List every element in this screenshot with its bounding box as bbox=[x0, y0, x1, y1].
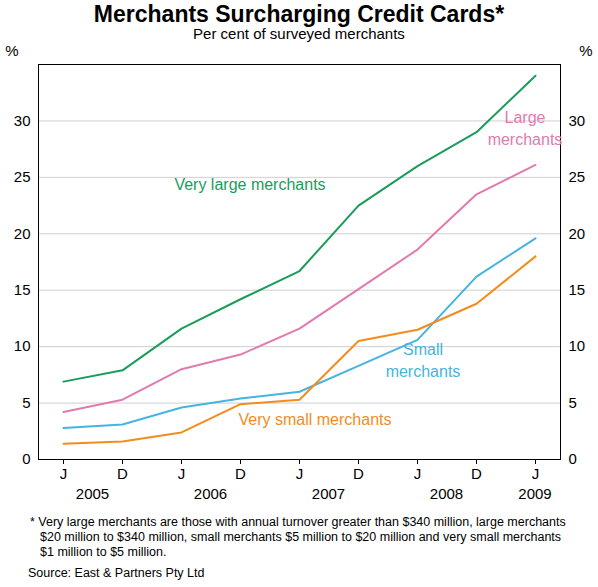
html-text:Per cent of surveyed merchants: Per cent of surveyed merchants bbox=[193, 25, 405, 42]
svg-text:Large: Large bbox=[505, 109, 546, 126]
svg-text:D: D bbox=[117, 465, 128, 482]
svg-text:%: % bbox=[5, 42, 18, 59]
svg-text:20: 20 bbox=[14, 225, 31, 242]
svg-text:10: 10 bbox=[14, 337, 31, 354]
svg-text:25: 25 bbox=[14, 168, 31, 185]
svg-text:D: D bbox=[235, 465, 246, 482]
svg-text:J: J bbox=[532, 465, 540, 482]
svg-text:J: J bbox=[178, 465, 186, 482]
svg-text:20: 20 bbox=[569, 225, 586, 242]
svg-text:5: 5 bbox=[569, 394, 577, 411]
svg-text:Very small merchants: Very small merchants bbox=[239, 411, 392, 428]
svg-text:25: 25 bbox=[569, 168, 586, 185]
svg-text:%: % bbox=[579, 42, 592, 59]
svg-text:0: 0 bbox=[22, 450, 30, 467]
svg-text:merchants: merchants bbox=[386, 363, 461, 380]
svg-text:J: J bbox=[296, 465, 304, 482]
html-text:Merchants Surcharging Credit C: Merchants Surcharging Credit Cards* bbox=[93, 1, 505, 27]
svg-text:15: 15 bbox=[14, 281, 31, 298]
svg-text:30: 30 bbox=[14, 112, 31, 129]
svg-text:merchants: merchants bbox=[488, 131, 563, 148]
svg-text:2005: 2005 bbox=[76, 485, 109, 502]
svg-text:Very large merchants: Very large merchants bbox=[174, 176, 325, 193]
svg-text:2006: 2006 bbox=[194, 485, 227, 502]
svg-text:J: J bbox=[414, 465, 422, 482]
svg-text:15: 15 bbox=[569, 281, 586, 298]
svg-text:D: D bbox=[353, 465, 364, 482]
svg-text:2008: 2008 bbox=[430, 485, 463, 502]
svg-text:10: 10 bbox=[569, 337, 586, 354]
svg-text:0: 0 bbox=[569, 450, 577, 467]
svg-text:D: D bbox=[471, 465, 482, 482]
svg-text:2009: 2009 bbox=[518, 485, 551, 502]
svg-text:2007: 2007 bbox=[312, 485, 345, 502]
html-text:Source: East & Partners Pty Lt: Source: East & Partners Pty Ltd bbox=[28, 566, 205, 580]
svg-text:5: 5 bbox=[22, 394, 30, 411]
svg-text:Small: Small bbox=[403, 341, 443, 358]
svg-text:30: 30 bbox=[569, 112, 586, 129]
svg-text:J: J bbox=[60, 465, 68, 482]
html-text:* Very large merchants are tho: * Very large merchants are those with an… bbox=[30, 515, 566, 559]
